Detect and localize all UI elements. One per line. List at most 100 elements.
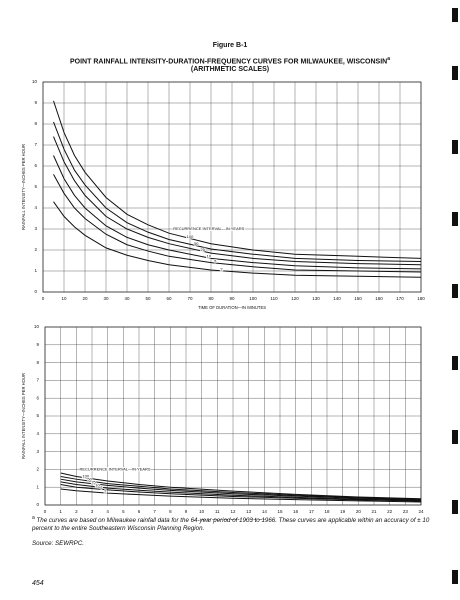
x-tick-label: 130	[312, 296, 320, 301]
curve-label: 25	[200, 247, 205, 252]
x-tick-label: 1	[59, 509, 62, 514]
curve-label: 100	[82, 473, 89, 478]
curve-label: 5	[100, 485, 103, 490]
binding-mark	[452, 500, 458, 514]
x-tick-label: 0	[42, 296, 45, 301]
x-tick-label: 100	[249, 296, 257, 301]
x-tick-label: 12	[230, 509, 236, 514]
y-tick-label: 0	[36, 502, 39, 507]
figure-subtitle: (ARITHMETIC SCALES)	[190, 66, 270, 73]
series-line	[60, 478, 422, 501]
y-tick-label: 10	[34, 324, 40, 329]
x-tick-label: 30	[103, 296, 109, 301]
y-tick-label: 0	[34, 289, 37, 294]
figure-title: POINT RAINFALL INTENSITY-DURATION-FREQUE…	[0, 56, 460, 65]
x-tick-label: 10	[199, 509, 205, 514]
curve-label: 50	[194, 241, 199, 246]
x-tick-label: 3	[91, 509, 94, 514]
y-tick-label: 5	[36, 413, 39, 418]
annotation: RECURRENCE INTERVAL—IN YEARS	[79, 466, 150, 471]
x-tick-label: 160	[375, 296, 383, 301]
x-tick-label: 16	[293, 509, 299, 514]
x-tick-label: 17	[309, 509, 315, 514]
x-tick-label: 13	[246, 509, 252, 514]
series-line	[60, 476, 422, 500]
x-tick-label: 180	[417, 296, 425, 301]
x-tick-label: 11	[215, 509, 220, 514]
binding-mark	[452, 570, 458, 584]
series-line	[53, 201, 422, 278]
x-tick-label: 80	[208, 296, 214, 301]
y-tick-label: 2	[36, 467, 39, 472]
x-tick-label: 9	[185, 509, 188, 514]
series-line	[53, 100, 422, 259]
y-tick-label: 7	[34, 142, 37, 147]
x-tick-label: 14	[262, 509, 268, 514]
x-tick-label: 90	[229, 296, 235, 301]
source: Source: SEWRPC.	[32, 540, 84, 547]
x-tick-label: 70	[187, 296, 193, 301]
series-line	[60, 481, 422, 502]
binding-mark	[452, 140, 458, 154]
x-tick-label: 8	[169, 509, 172, 514]
y-tick-label: 1	[36, 484, 39, 489]
series-line	[53, 136, 422, 266]
x-tick-label: 22	[387, 509, 393, 514]
title-text: POINT RAINFALL INTENSITY-DURATION-FREQUE…	[70, 58, 388, 66]
x-tick-label: 23	[403, 509, 409, 514]
curve-label: 10	[95, 482, 100, 487]
x-tick-label: 21	[371, 509, 377, 514]
x-tick-label: 2	[75, 509, 78, 514]
y-tick-label: 3	[34, 226, 37, 231]
binding-mark	[452, 430, 458, 444]
x-tick-label: 150	[354, 296, 362, 301]
curve-label: 2	[104, 488, 107, 493]
x-axis-label: TIME OF DURATION—IN MINUTES	[198, 305, 266, 310]
y-tick-label: 1	[34, 268, 37, 273]
series-line	[53, 174, 422, 273]
x-tick-label: 20	[82, 296, 88, 301]
x-tick-label: 140	[333, 296, 341, 301]
x-tick-label: 60	[166, 296, 172, 301]
footnote-mark: a	[32, 515, 35, 521]
y-axis-label: RAINFALL INTENSITY—INCHES PER HOUR	[21, 373, 26, 459]
x-axis-label: TIME OF DURATION—IN HOURS	[201, 518, 266, 520]
y-tick-label: 3	[36, 449, 39, 454]
curve-label: 5	[214, 259, 217, 264]
x-tick-label: 4	[106, 509, 109, 514]
x-tick-label: 50	[145, 296, 151, 301]
binding-mark	[452, 356, 458, 370]
x-tick-label: 6	[138, 509, 141, 514]
y-tick-label: 9	[36, 342, 39, 347]
x-tick-label: 24	[418, 509, 424, 514]
y-tick-label: 4	[36, 431, 39, 436]
annotation: RECURRENCE INTERVAL—IN YEARS	[173, 226, 244, 231]
binding-mark	[452, 284, 458, 298]
figure-label: Figure B-1	[212, 42, 248, 49]
x-tick-label: 15	[277, 509, 283, 514]
x-tick-label: 20	[356, 509, 362, 514]
curve-label: 50	[87, 477, 92, 482]
y-tick-label: 8	[34, 121, 37, 126]
y-tick-label: 10	[32, 79, 38, 84]
y-tick-label: 4	[34, 205, 37, 210]
title-note-mark: a	[387, 56, 390, 62]
y-tick-label: 8	[36, 360, 39, 365]
x-tick-label: 7	[153, 509, 156, 514]
x-tick-label: 5	[122, 509, 125, 514]
y-tick-label: 5	[34, 184, 37, 189]
binding-mark	[452, 212, 458, 226]
footnote: a The curves are based on Milwaukee rain…	[32, 514, 432, 533]
x-tick-label: 110	[270, 296, 278, 301]
x-tick-label: 10	[61, 296, 67, 301]
page-number: 454	[32, 580, 44, 587]
x-tick-label: 170	[396, 296, 404, 301]
y-tick-label: 7	[36, 378, 39, 383]
x-tick-label: 19	[340, 509, 346, 514]
series-line	[60, 484, 422, 502]
y-tick-label: 2	[34, 247, 37, 252]
y-tick-label: 9	[34, 100, 37, 105]
x-tick-label: 18	[324, 509, 330, 514]
